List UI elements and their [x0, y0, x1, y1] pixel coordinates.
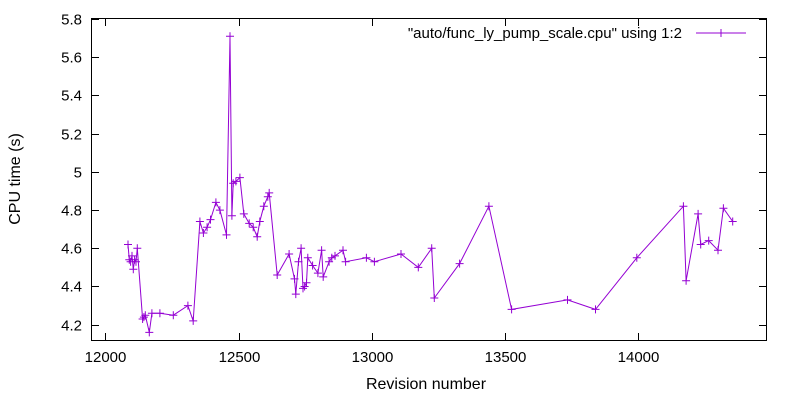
- legend-entry-label: "auto/func_ly_pump_scale.cpu" using 1:2: [408, 25, 682, 42]
- data-point: [308, 261, 317, 270]
- data-point: [563, 295, 572, 304]
- data-point: [253, 232, 262, 241]
- data-point: [319, 272, 328, 281]
- data-point: [155, 309, 164, 318]
- data-point: [362, 253, 371, 262]
- data-point: [222, 230, 231, 239]
- y-tick-label: 4.2: [61, 318, 82, 335]
- data-point: [169, 311, 178, 320]
- y-tick-label: 5.8: [61, 12, 82, 29]
- data-point: [206, 215, 215, 224]
- data-point: [414, 263, 423, 272]
- legend-marker-sample: [717, 29, 725, 37]
- data-point: [341, 257, 350, 266]
- data-point: [591, 305, 600, 314]
- data-point: [682, 276, 691, 285]
- data-point: [317, 246, 326, 255]
- y-tick-label: 5.4: [61, 88, 82, 105]
- data-point: [313, 269, 322, 278]
- data-point: [719, 204, 728, 213]
- y-axis-ticks: 4.2 4.4 4.6 4.8 5 5.2 5.4 5.6 5.8: [61, 12, 766, 335]
- data-point: [145, 328, 154, 337]
- data-point: [199, 229, 208, 237]
- y-tick-label: 4.6: [61, 241, 82, 258]
- data-point: [704, 236, 713, 245]
- data-point: [132, 257, 140, 266]
- data-point: [327, 253, 336, 262]
- x-tick-label: 12000: [85, 349, 127, 366]
- data-point: [297, 244, 306, 253]
- data-point: [231, 177, 240, 186]
- data-point: [299, 284, 307, 293]
- data-point: [211, 198, 220, 207]
- data-point: [227, 211, 236, 220]
- data-point: [203, 223, 212, 232]
- data-point: [285, 250, 294, 258]
- data-point: [300, 282, 309, 291]
- data-point: [290, 274, 299, 283]
- y-tick-label: 5: [74, 165, 82, 182]
- y-tick-label: 4.4: [61, 279, 82, 296]
- data-point: [427, 244, 436, 253]
- data-point: [133, 244, 142, 253]
- data-point: [455, 259, 464, 268]
- x-tick-label: 12500: [219, 349, 261, 366]
- data-point: [294, 257, 303, 266]
- data-point: [124, 240, 132, 249]
- data-point: [728, 217, 737, 226]
- data-point: [239, 209, 248, 218]
- data-point: [141, 311, 150, 320]
- data-point: [291, 290, 300, 299]
- data-point: [265, 188, 274, 197]
- data-point: [235, 173, 244, 182]
- data-point: [139, 313, 148, 322]
- data-point: [183, 301, 192, 310]
- data-point: [484, 202, 493, 211]
- legend: "auto/func_ly_pump_scale.cpu" using 1:2: [408, 25, 746, 42]
- data-point: [273, 271, 282, 279]
- data-point: [679, 202, 688, 211]
- y-tick-label: 5.2: [61, 127, 82, 144]
- data-point: [245, 219, 254, 228]
- x-tick-label: 14000: [618, 349, 660, 366]
- data-point: [696, 240, 705, 249]
- data-point: [226, 32, 234, 41]
- data-point: [263, 192, 272, 201]
- series-layer: [124, 32, 737, 337]
- data-point: [147, 309, 156, 318]
- data-point: [331, 251, 339, 260]
- x-tick-label: 13500: [485, 349, 527, 366]
- data-point: [430, 294, 439, 302]
- data-point: [339, 246, 347, 255]
- data-point: [215, 206, 224, 215]
- y-axis-label: CPU time (s): [7, 133, 24, 225]
- data-point: [694, 209, 703, 218]
- data-point: [714, 246, 722, 255]
- data-point: [370, 257, 379, 266]
- data-point: [303, 253, 312, 262]
- x-axis-label: Revision number: [366, 376, 487, 393]
- data-point: [259, 202, 268, 211]
- x-axis-ticks: 12000 12500 13000 13500 14000: [85, 19, 660, 366]
- x-tick-label: 13000: [352, 349, 394, 366]
- data-point: [632, 253, 641, 262]
- data-point: [255, 217, 264, 226]
- data-point: [195, 217, 204, 226]
- data-point: [129, 265, 138, 274]
- data-point: [507, 305, 516, 314]
- data-point: [302, 278, 311, 287]
- data-point: [130, 255, 139, 264]
- plot-frame: [91, 18, 767, 341]
- y-tick-label: 4.8: [61, 203, 82, 220]
- y-tick-label: 5.6: [61, 50, 82, 67]
- data-point: [397, 250, 405, 258]
- data-point: [189, 316, 198, 325]
- data-point: [249, 223, 258, 232]
